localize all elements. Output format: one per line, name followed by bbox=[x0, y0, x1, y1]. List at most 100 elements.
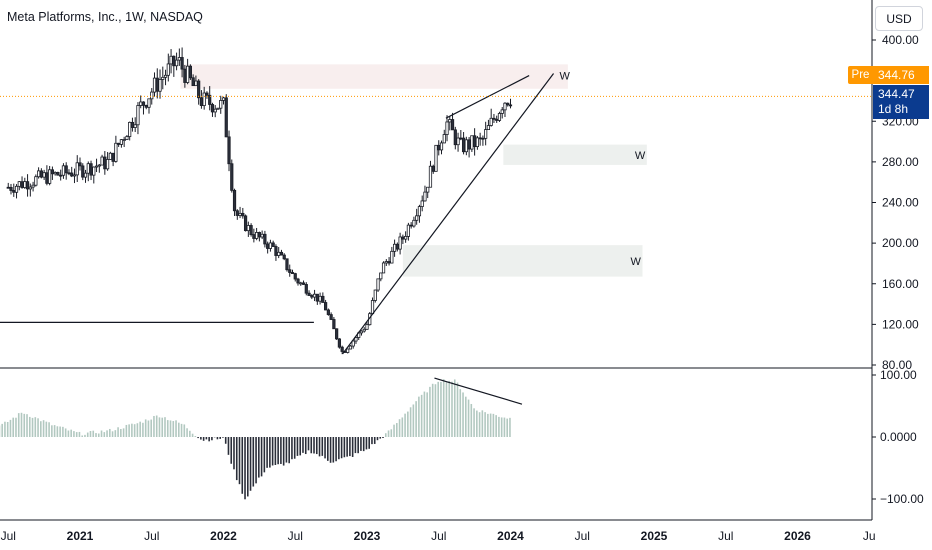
candle-body[interactable] bbox=[183, 68, 187, 83]
candle-body[interactable] bbox=[266, 243, 270, 249]
candle-body[interactable] bbox=[94, 165, 99, 168]
candle-body[interactable] bbox=[169, 55, 173, 65]
candle-body[interactable] bbox=[390, 250, 394, 264]
candle-body[interactable] bbox=[307, 292, 311, 296]
candle-body[interactable] bbox=[271, 242, 275, 247]
candle-body[interactable] bbox=[467, 139, 471, 150]
candle-body[interactable] bbox=[12, 190, 16, 193]
currency-selector-button[interactable]: USD bbox=[875, 6, 923, 31]
candle-body[interactable] bbox=[23, 181, 27, 188]
candle-body[interactable] bbox=[439, 142, 444, 151]
candle-body[interactable] bbox=[186, 65, 190, 83]
candle-body[interactable] bbox=[188, 65, 192, 79]
candle-body[interactable] bbox=[290, 272, 295, 274]
candle-body[interactable] bbox=[50, 169, 55, 175]
candle-body[interactable] bbox=[117, 142, 121, 145]
candle-body[interactable] bbox=[56, 172, 60, 176]
candle-body[interactable] bbox=[191, 77, 195, 87]
candle-body[interactable] bbox=[426, 186, 430, 193]
candle-body[interactable] bbox=[431, 165, 435, 172]
candle-body[interactable] bbox=[17, 181, 21, 187]
candle-body[interactable] bbox=[461, 137, 466, 153]
candle-body[interactable] bbox=[470, 135, 474, 150]
candle-body[interactable] bbox=[174, 59, 179, 67]
candle-body[interactable] bbox=[508, 104, 513, 107]
candle-body[interactable] bbox=[89, 163, 93, 176]
candle-body[interactable] bbox=[232, 189, 237, 212]
supply-demand-zone[interactable] bbox=[402, 245, 643, 277]
oscillator-trendline[interactable] bbox=[434, 377, 523, 405]
candle-body[interactable] bbox=[335, 328, 339, 340]
candle-body[interactable] bbox=[354, 337, 358, 342]
candle-body[interactable] bbox=[133, 124, 137, 128]
candle-body[interactable] bbox=[241, 212, 245, 217]
candle-body[interactable] bbox=[434, 144, 438, 172]
candle-body[interactable] bbox=[67, 172, 71, 175]
candle-body[interactable] bbox=[255, 232, 259, 239]
candle-body[interactable] bbox=[61, 165, 66, 176]
candle-body[interactable] bbox=[136, 105, 140, 126]
candle-body[interactable] bbox=[329, 314, 333, 320]
candle-body[interactable] bbox=[506, 102, 510, 106]
candle-body[interactable] bbox=[205, 92, 209, 96]
candle-body[interactable] bbox=[219, 100, 223, 109]
candle-body[interactable] bbox=[423, 191, 427, 202]
candle-body[interactable] bbox=[420, 200, 424, 207]
candle-body[interactable] bbox=[370, 300, 375, 315]
candle-body[interactable] bbox=[492, 117, 496, 120]
candle-body[interactable] bbox=[495, 118, 499, 121]
candle-body[interactable] bbox=[464, 139, 468, 153]
candle-body[interactable] bbox=[45, 172, 49, 184]
candle-body[interactable] bbox=[315, 293, 319, 302]
candle-body[interactable] bbox=[359, 330, 364, 334]
supply-demand-zone[interactable] bbox=[503, 144, 647, 165]
candle-body[interactable] bbox=[484, 129, 488, 139]
candle-body[interactable] bbox=[9, 187, 13, 191]
candle-body[interactable] bbox=[304, 284, 308, 294]
candle-body[interactable] bbox=[202, 92, 206, 106]
candle-body[interactable] bbox=[459, 137, 463, 140]
candle-body[interactable] bbox=[177, 57, 181, 61]
candle-body[interactable] bbox=[48, 169, 52, 184]
candle-body[interactable] bbox=[398, 236, 402, 250]
candle-body[interactable] bbox=[150, 91, 154, 100]
candle-body[interactable] bbox=[312, 293, 317, 298]
candle-body[interactable] bbox=[130, 121, 135, 128]
candle-body[interactable] bbox=[445, 121, 449, 135]
candle-body[interactable] bbox=[243, 215, 248, 232]
candle-body[interactable] bbox=[144, 104, 148, 108]
candle-body[interactable] bbox=[111, 152, 115, 162]
candle-body[interactable] bbox=[194, 80, 198, 87]
candle-body[interactable] bbox=[346, 348, 350, 353]
candle-body[interactable] bbox=[141, 101, 146, 106]
candle-body[interactable] bbox=[122, 139, 126, 141]
candle-body[interactable] bbox=[238, 212, 242, 216]
candle-body[interactable] bbox=[409, 224, 413, 227]
candle-body[interactable] bbox=[78, 162, 82, 167]
candle-body[interactable] bbox=[279, 251, 284, 256]
candle-body[interactable] bbox=[128, 121, 132, 137]
candle-body[interactable] bbox=[199, 97, 204, 106]
candle-body[interactable] bbox=[224, 97, 228, 138]
candle-body[interactable] bbox=[282, 254, 286, 260]
candle-body[interactable] bbox=[105, 159, 110, 170]
candle-body[interactable] bbox=[213, 108, 217, 113]
candle-body[interactable] bbox=[456, 137, 460, 146]
candle-body[interactable] bbox=[100, 156, 104, 166]
candle-body[interactable] bbox=[412, 219, 416, 227]
candle-body[interactable] bbox=[59, 174, 63, 177]
candle-body[interactable] bbox=[70, 172, 74, 177]
candle-body[interactable] bbox=[497, 113, 502, 121]
candle-body[interactable] bbox=[210, 104, 215, 113]
candle-body[interactable] bbox=[373, 289, 377, 301]
candle-body[interactable] bbox=[25, 181, 30, 190]
candle-body[interactable] bbox=[257, 232, 261, 238]
candle-body[interactable] bbox=[365, 324, 369, 330]
candle-body[interactable] bbox=[20, 181, 24, 188]
candle-body[interactable] bbox=[53, 172, 57, 175]
candle-body[interactable] bbox=[72, 174, 77, 177]
candle-body[interactable] bbox=[296, 278, 300, 284]
candle-body[interactable] bbox=[230, 163, 234, 191]
candle-body[interactable] bbox=[299, 282, 303, 285]
candle-body[interactable] bbox=[310, 295, 314, 298]
